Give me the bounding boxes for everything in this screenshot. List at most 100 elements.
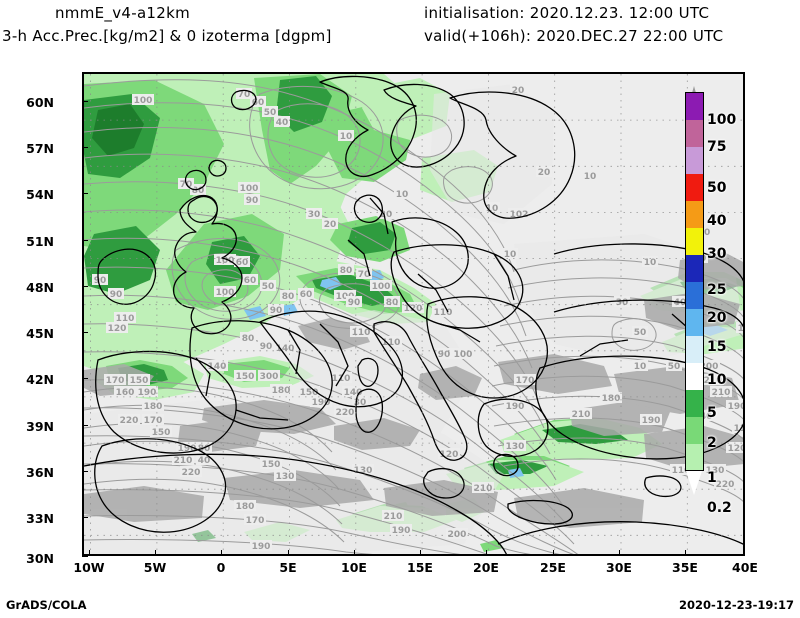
header: nmmE_v4-a12km 3-h Acc.Prec.[kg/m2] & 0 i… bbox=[0, 0, 800, 56]
svg-text:100: 100 bbox=[372, 282, 391, 292]
svg-text:150: 150 bbox=[130, 376, 149, 386]
svg-text:10: 10 bbox=[396, 190, 409, 200]
lon-tick-label: 15E bbox=[407, 560, 433, 575]
svg-text:90: 90 bbox=[260, 342, 273, 352]
svg-text:190: 190 bbox=[252, 542, 271, 552]
svg-text:30: 30 bbox=[616, 298, 629, 308]
svg-text:170: 170 bbox=[144, 416, 163, 426]
colorbar-segment bbox=[686, 336, 703, 363]
svg-text:210: 210 bbox=[174, 456, 193, 466]
colorbar-label: 1 bbox=[707, 470, 717, 486]
svg-text:100: 100 bbox=[134, 96, 153, 106]
svg-text:70: 70 bbox=[180, 180, 193, 190]
svg-text:80: 80 bbox=[198, 444, 211, 454]
svg-text:70: 70 bbox=[358, 270, 371, 280]
svg-text:110: 110 bbox=[116, 314, 135, 324]
colorbar-segment bbox=[686, 309, 703, 336]
svg-text:130: 130 bbox=[706, 466, 725, 476]
svg-text:210: 210 bbox=[474, 484, 493, 494]
colorbar-label: 2 bbox=[707, 435, 717, 451]
svg-text:190: 190 bbox=[312, 398, 331, 408]
svg-text:150: 150 bbox=[262, 460, 281, 470]
svg-text:150: 150 bbox=[152, 428, 171, 438]
svg-text:100: 100 bbox=[454, 350, 473, 360]
svg-text:20: 20 bbox=[324, 220, 337, 230]
lon-tick-label: 35E bbox=[672, 560, 698, 575]
svg-text:150: 150 bbox=[236, 372, 255, 382]
lat-tick-label: 51N bbox=[26, 234, 54, 249]
lon-tick-label: 40E bbox=[732, 560, 758, 575]
svg-text:100: 100 bbox=[216, 256, 235, 266]
svg-text:80: 80 bbox=[242, 334, 255, 344]
lat-tick-label: 60N bbox=[26, 95, 54, 110]
svg-text:150: 150 bbox=[300, 388, 319, 398]
svg-text:60: 60 bbox=[252, 98, 265, 108]
svg-text:90: 90 bbox=[246, 196, 259, 206]
svg-text:190: 190 bbox=[392, 526, 411, 536]
svg-text:200: 200 bbox=[700, 362, 719, 372]
lon-tick-label: 5E bbox=[279, 560, 297, 575]
colorbar-label: 30 bbox=[707, 246, 727, 262]
svg-text:90: 90 bbox=[94, 276, 107, 286]
svg-text:50: 50 bbox=[634, 328, 647, 338]
lon-tick-label: 20E bbox=[473, 560, 499, 575]
lat-tick-label: 39N bbox=[26, 419, 54, 434]
svg-text:170: 170 bbox=[246, 516, 265, 526]
svg-text:170: 170 bbox=[106, 376, 125, 386]
colorbar-segment bbox=[686, 390, 703, 417]
svg-text:40: 40 bbox=[276, 118, 289, 128]
colorbar-segment bbox=[686, 120, 703, 147]
svg-text:60: 60 bbox=[300, 290, 313, 300]
colorbar-label: 40 bbox=[707, 213, 727, 229]
svg-text:110: 110 bbox=[382, 338, 401, 348]
map-canvas: 100 70 60 50 40 100 90 80 70 10 10 30 20… bbox=[84, 74, 743, 554]
lon-tick-label: 10E bbox=[341, 560, 367, 575]
colorbar-segment bbox=[686, 417, 703, 444]
svg-text:140: 140 bbox=[276, 344, 295, 354]
lon-tick-label: 0 bbox=[216, 560, 226, 575]
lon-tick-label: 30E bbox=[606, 560, 632, 575]
svg-text:190: 190 bbox=[642, 416, 661, 426]
colorbar-label: 0.2 bbox=[707, 500, 732, 516]
svg-text:100: 100 bbox=[240, 184, 259, 194]
lon-tick-label: 5W bbox=[143, 560, 167, 575]
svg-text:210: 210 bbox=[572, 410, 591, 420]
colorbar-label: 10 bbox=[707, 372, 727, 388]
svg-text:80: 80 bbox=[386, 298, 399, 308]
lon-tick-label: 10W bbox=[73, 560, 105, 575]
svg-text:190: 190 bbox=[178, 444, 197, 454]
colorbar-label: 15 bbox=[707, 339, 727, 355]
colorbar-segment bbox=[686, 255, 703, 282]
svg-text:10: 10 bbox=[486, 204, 499, 214]
svg-text:90: 90 bbox=[270, 306, 283, 316]
svg-text:10: 10 bbox=[698, 228, 711, 238]
svg-text:180: 180 bbox=[738, 324, 745, 334]
svg-text:80: 80 bbox=[192, 186, 205, 196]
svg-text:60: 60 bbox=[236, 258, 249, 268]
colorbar-segment bbox=[686, 363, 703, 390]
coastlines bbox=[84, 75, 743, 554]
render-timestamp: 2020-12-23-19:17 bbox=[679, 598, 794, 612]
svg-text:110: 110 bbox=[332, 374, 351, 384]
lat-tick-label: 57N bbox=[26, 141, 54, 156]
map-plot-area[interactable]: 100 70 60 50 40 100 90 80 70 10 10 30 20… bbox=[82, 72, 745, 556]
svg-text:300: 300 bbox=[260, 372, 279, 382]
svg-text:50: 50 bbox=[668, 362, 681, 372]
colorbar-segments bbox=[686, 93, 703, 471]
svg-text:60: 60 bbox=[244, 276, 257, 286]
svg-text:130: 130 bbox=[276, 472, 295, 482]
lat-tick-label: 45N bbox=[26, 326, 54, 341]
lon-tick-label: 25E bbox=[540, 560, 566, 575]
lat-tick-label: 42N bbox=[26, 372, 54, 387]
svg-text:190: 190 bbox=[138, 388, 157, 398]
svg-text:180: 180 bbox=[144, 402, 163, 412]
svg-text:220: 220 bbox=[336, 408, 355, 418]
svg-text:220: 220 bbox=[716, 480, 735, 490]
svg-text:30: 30 bbox=[308, 210, 321, 220]
svg-text:210: 210 bbox=[704, 376, 723, 386]
field-description: 3-h Acc.Prec.[kg/m2] & 0 izoterma [dgpm] bbox=[2, 27, 332, 45]
svg-text:90: 90 bbox=[348, 298, 361, 308]
colorbar-segment bbox=[686, 201, 703, 228]
colorbar-segment bbox=[686, 147, 703, 174]
svg-text:120: 120 bbox=[108, 324, 127, 334]
